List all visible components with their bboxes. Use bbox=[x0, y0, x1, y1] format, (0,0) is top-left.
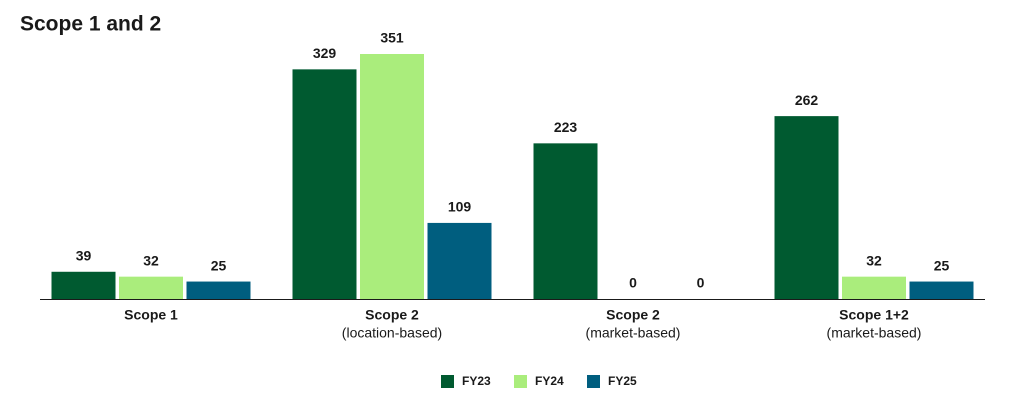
data-label: 351 bbox=[380, 30, 404, 46]
bar bbox=[119, 276, 183, 299]
legend-label: FY25 bbox=[608, 374, 637, 388]
legend-swatch bbox=[514, 375, 527, 388]
data-label: 223 bbox=[554, 119, 578, 135]
legend-swatch bbox=[587, 375, 600, 388]
bar bbox=[292, 69, 357, 299]
data-label: 39 bbox=[76, 247, 92, 263]
data-label: 0 bbox=[697, 275, 705, 291]
bar bbox=[186, 281, 251, 299]
x-tick-label: Scope 2 bbox=[606, 307, 660, 323]
legend-label: FY24 bbox=[535, 374, 564, 388]
data-label: 329 bbox=[313, 45, 337, 61]
legend-swatch bbox=[441, 375, 454, 388]
x-tick-label: Scope 2 bbox=[365, 307, 419, 323]
bar bbox=[533, 143, 598, 299]
data-label: 25 bbox=[211, 257, 227, 273]
x-tick-label: Scope 1+2 bbox=[839, 307, 909, 323]
x-tick-sublabel: (market-based) bbox=[586, 325, 681, 341]
bar bbox=[51, 271, 116, 299]
x-tick-label: Scope 1 bbox=[124, 307, 178, 323]
chart-title: Scope 1 and 2 bbox=[20, 13, 161, 36]
bar bbox=[842, 276, 906, 299]
data-label: 32 bbox=[866, 252, 882, 268]
x-tick-sublabel: (location-based) bbox=[342, 325, 442, 341]
data-label: 32 bbox=[143, 252, 159, 268]
bar bbox=[774, 116, 839, 300]
bar bbox=[360, 54, 424, 299]
legend-label: FY23 bbox=[462, 374, 491, 388]
bar bbox=[427, 222, 492, 299]
x-tick-sublabel: (market-based) bbox=[827, 325, 922, 341]
bar bbox=[909, 281, 974, 299]
data-label: 25 bbox=[934, 257, 950, 273]
data-label: 0 bbox=[629, 275, 637, 291]
data-label: 109 bbox=[448, 199, 472, 215]
data-label: 262 bbox=[795, 92, 819, 108]
